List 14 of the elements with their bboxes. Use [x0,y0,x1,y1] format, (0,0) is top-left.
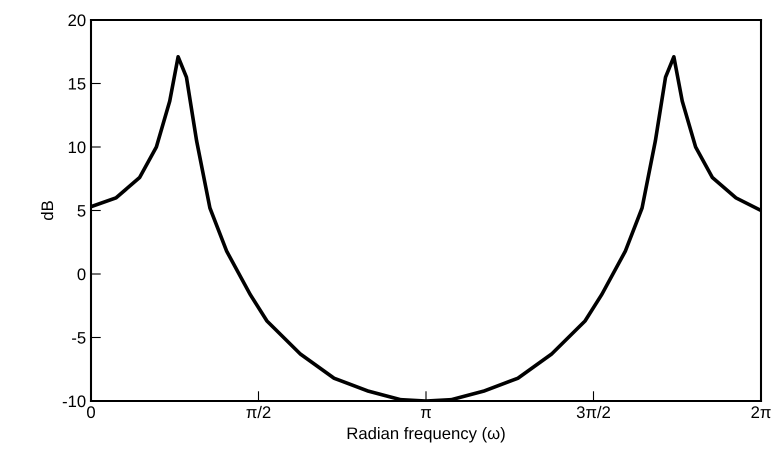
x-tick-label: π/2 [246,406,270,418]
y-tick-label: -10 [62,395,86,408]
y-axis-title: dB [40,201,54,220]
x-axis-title: Radian frequency (ω) [348,426,505,442]
y-tick-label: 0 [78,268,86,280]
x-tick-label: π [420,409,432,418]
y-tick-label: 10 [68,141,86,154]
y-tick-label: -5 [72,332,86,344]
y-tick-label: 20 [68,14,86,26]
x-tick-label: 2π [751,406,771,418]
y-tick-label: 15 [68,78,86,90]
x-tick-label: 3π/2 [576,406,610,418]
y-tick-label: 5 [78,205,86,217]
x-tick-label: 0 [87,406,95,418]
